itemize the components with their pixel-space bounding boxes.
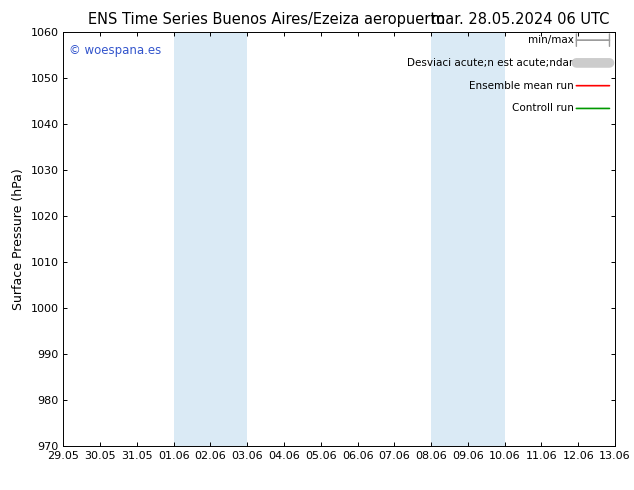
Text: mar. 28.05.2024 06 UTC: mar. 28.05.2024 06 UTC <box>430 12 609 27</box>
Text: Ensemble mean run: Ensemble mean run <box>469 81 574 91</box>
Text: Controll run: Controll run <box>512 103 574 114</box>
Text: ENS Time Series Buenos Aires/Ezeiza aeropuerto: ENS Time Series Buenos Aires/Ezeiza aero… <box>87 12 445 27</box>
Text: © woespana.es: © woespana.es <box>69 44 161 57</box>
Text: Desviaci acute;n est acute;ndar: Desviaci acute;n est acute;ndar <box>408 58 574 68</box>
Bar <box>174 32 247 446</box>
Text: min/max: min/max <box>527 35 574 45</box>
Y-axis label: Surface Pressure (hPa): Surface Pressure (hPa) <box>12 168 25 310</box>
Bar <box>431 32 505 446</box>
